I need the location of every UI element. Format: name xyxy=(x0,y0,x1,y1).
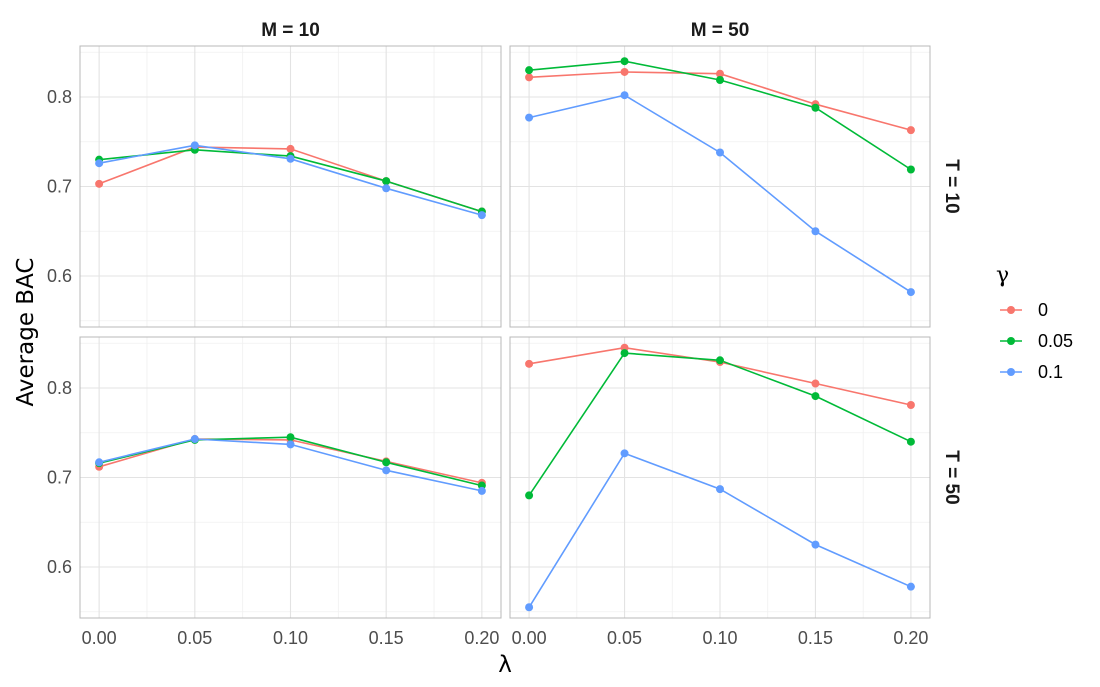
data-point xyxy=(382,184,391,193)
y-tick-label: 0.6 xyxy=(47,557,72,577)
facet-panel xyxy=(509,45,931,328)
data-point xyxy=(811,103,820,112)
legend-label: 0 xyxy=(1038,300,1048,320)
data-point xyxy=(906,126,915,135)
data-point xyxy=(382,177,391,186)
data-point xyxy=(190,141,199,150)
data-point xyxy=(525,66,534,75)
legend-label: 0.05 xyxy=(1038,331,1073,351)
facet-row-title: T = 50 xyxy=(941,450,962,504)
x-tick-label: 0.20 xyxy=(464,628,499,648)
data-point xyxy=(620,349,629,358)
x-tick-label: 0.10 xyxy=(273,628,308,648)
data-point xyxy=(716,356,724,365)
data-point xyxy=(286,154,295,163)
data-point xyxy=(620,449,629,458)
data-point xyxy=(525,113,534,122)
data-point xyxy=(620,91,629,100)
x-tick-label: 0.05 xyxy=(607,628,642,648)
facet-panel: 0.6 0.7 0.8 0.00 0.05 0.10 0.15 0.20 xyxy=(47,336,502,648)
data-point xyxy=(716,76,724,85)
data-point xyxy=(716,485,724,494)
data-point xyxy=(286,440,295,449)
legend: γ 0 0.05 0.1 xyxy=(996,263,1073,382)
data-point xyxy=(286,433,295,442)
data-point xyxy=(382,458,391,467)
data-point xyxy=(811,379,820,388)
data-point xyxy=(95,159,104,168)
legend-key-point xyxy=(1007,368,1015,376)
data-point xyxy=(811,392,820,401)
facet-column-title: M = 50 xyxy=(691,20,750,41)
legend-key-point xyxy=(1007,337,1015,345)
legend-title: γ xyxy=(996,263,1009,288)
facet-panel: 0.00 0.05 0.10 0.15 0.20 xyxy=(509,336,931,648)
data-point xyxy=(95,458,104,467)
data-point xyxy=(190,435,199,444)
facet-column-title: M = 10 xyxy=(261,20,320,41)
data-point xyxy=(525,603,534,612)
data-point xyxy=(525,359,534,368)
data-point xyxy=(477,211,486,220)
x-tick-label: 0.05 xyxy=(177,628,212,648)
data-point xyxy=(95,179,104,188)
data-point xyxy=(525,491,534,500)
y-axis-title: Average BAC xyxy=(13,258,39,407)
data-point xyxy=(620,57,629,66)
y-tick-label: 0.7 xyxy=(47,177,72,197)
data-point xyxy=(716,148,724,157)
data-point xyxy=(906,437,915,446)
data-point xyxy=(906,165,915,174)
x-tick-label: 0.20 xyxy=(893,628,928,648)
facet-row-title: T = 10 xyxy=(941,159,962,213)
data-point xyxy=(382,466,391,475)
data-point xyxy=(811,540,820,549)
data-point xyxy=(906,288,915,297)
data-point xyxy=(525,73,534,82)
data-point xyxy=(906,582,915,591)
x-tick-label: 0.00 xyxy=(512,628,547,648)
x-tick-label: 0.15 xyxy=(369,628,404,648)
x-tick-label: 0.10 xyxy=(702,628,737,648)
panel-border xyxy=(79,336,502,619)
data-point xyxy=(620,67,629,76)
legend-label: 0.1 xyxy=(1038,362,1063,382)
data-point xyxy=(906,401,915,410)
y-tick-label: 0.7 xyxy=(47,468,72,488)
data-point xyxy=(286,144,295,153)
data-point xyxy=(716,69,724,78)
x-axis-title: λ xyxy=(498,652,512,678)
x-tick-label: 0.15 xyxy=(798,628,833,648)
panel-border xyxy=(79,45,502,328)
data-point xyxy=(477,486,486,495)
facet-panel: 0.6 0.7 0.8 xyxy=(47,45,502,328)
panel-border xyxy=(509,45,931,328)
y-tick-label: 0.8 xyxy=(47,378,72,398)
legend-key-point xyxy=(1007,306,1015,314)
panel-border xyxy=(509,336,931,619)
y-tick-label: 0.8 xyxy=(47,87,72,107)
y-tick-label: 0.6 xyxy=(47,266,72,286)
x-tick-label: 0.00 xyxy=(82,628,117,648)
data-point xyxy=(811,227,820,236)
